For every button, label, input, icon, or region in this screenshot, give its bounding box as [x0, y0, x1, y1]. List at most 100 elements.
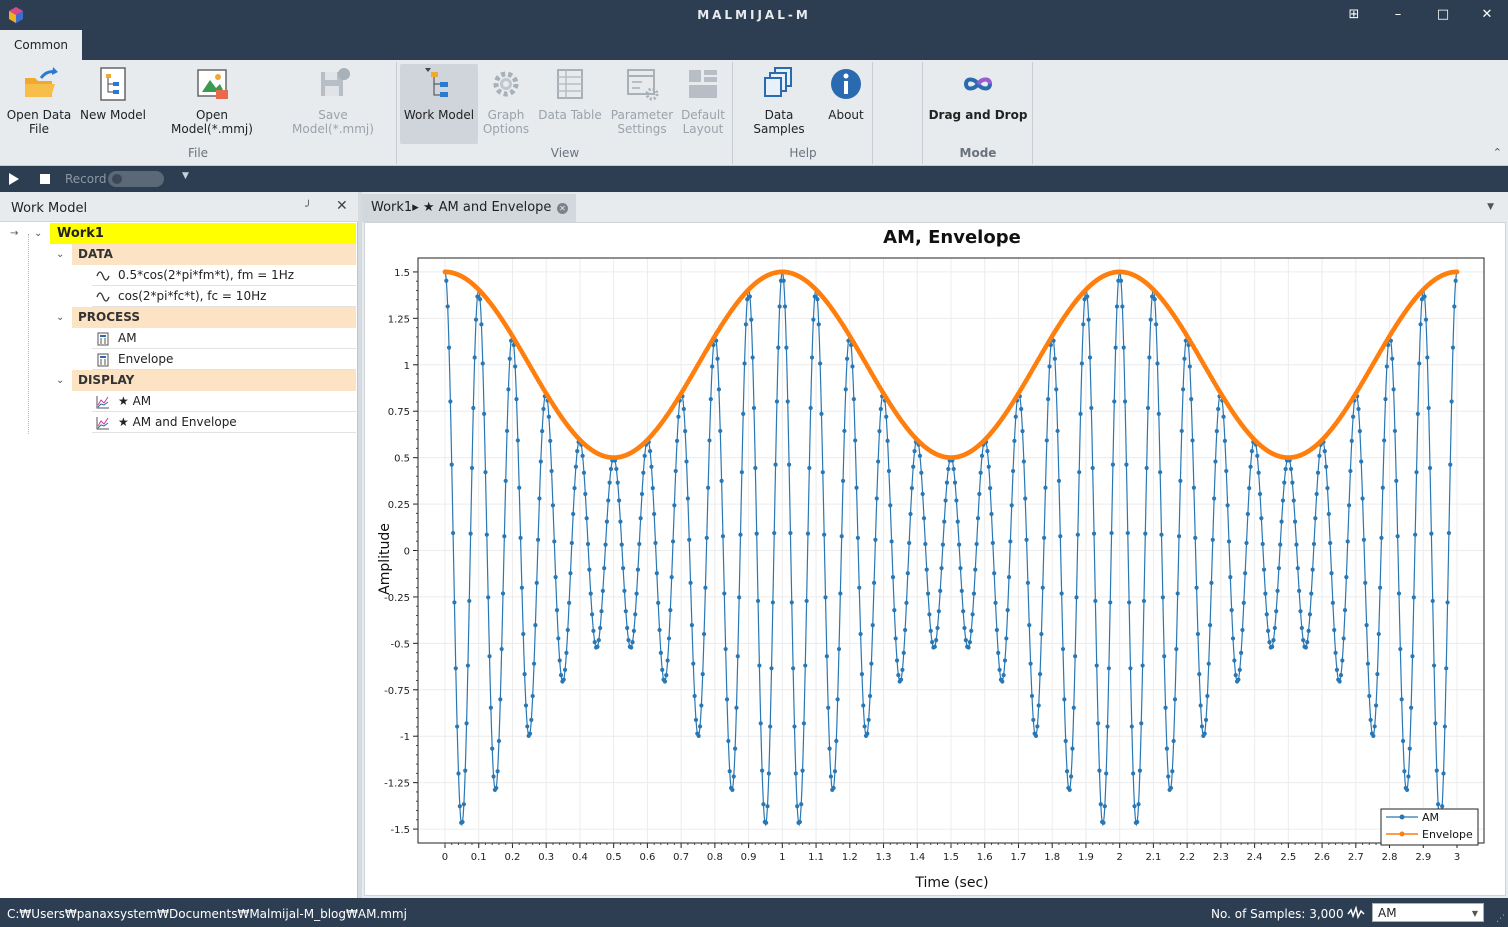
parameter-settings-label-1: Parameter [610, 108, 674, 122]
tab-common[interactable]: Common [0, 30, 82, 60]
am-point [596, 638, 601, 643]
chart-panel: AM, Envelope 1.5 1.25 1 0.75 0.5 0.25 0 -0.25 -0… [364, 222, 1506, 896]
graph-options-button[interactable]: Graph Options [478, 64, 534, 144]
open-model-button[interactable]: Open Model(*.mmj) [154, 64, 270, 144]
am-point [831, 785, 836, 791]
am-point [1422, 294, 1427, 299]
chevron-down-icon[interactable]: ▼ [182, 171, 189, 181]
tree-item-process[interactable]: AM [92, 328, 356, 349]
am-point [550, 503, 556, 508]
close-icon[interactable]: ✕ [336, 198, 348, 214]
tree-group-process[interactable]: PROCESS [72, 307, 356, 328]
graph-options-label-1: Graph [487, 108, 525, 122]
chevron-down-icon[interactable]: ⌄ [56, 249, 65, 260]
am-point [1172, 697, 1178, 702]
am-point [988, 486, 993, 491]
am-point [1216, 406, 1221, 412]
am-point [971, 591, 977, 596]
am-point [1334, 667, 1340, 672]
am-point [1140, 663, 1145, 668]
chevron-down-icon[interactable]: ⌄ [34, 228, 43, 239]
record-toggle[interactable] [108, 171, 164, 187]
display-select[interactable]: AM ▼ [1372, 903, 1484, 922]
envelope-point [1454, 269, 1460, 275]
close-icon[interactable]: ✕ [1481, 7, 1493, 22]
am-point [936, 609, 941, 614]
collapse-ribbon-icon[interactable]: ⌃ [1492, 146, 1502, 159]
chevron-down-icon[interactable]: ▼ [1487, 202, 1494, 212]
am-point [893, 636, 898, 641]
am-point [1255, 453, 1260, 459]
tree-group-display[interactable]: DISPLAY [72, 370, 356, 391]
am-point [751, 405, 757, 411]
default-layout-button[interactable]: Default Layout [678, 64, 728, 144]
am-point [774, 399, 780, 404]
am-point [1299, 625, 1304, 631]
am-point [569, 540, 574, 546]
am-point [734, 705, 739, 710]
resize-grip-icon[interactable]: ⋰ [1496, 914, 1505, 924]
am-point [603, 542, 608, 547]
status-bar: C:₩Users₩panaxsystem₩Documents₩Malmijal-… [0, 898, 1508, 927]
new-model-button[interactable]: New Model [78, 64, 148, 144]
play-icon[interactable] [9, 173, 19, 185]
am-point [996, 650, 1001, 655]
data-samples-button[interactable]: Data Samples [738, 64, 820, 144]
am-point [1175, 591, 1180, 596]
am-point [782, 304, 788, 309]
am-point [503, 478, 508, 483]
parameter-settings-button[interactable]: Parameter Settings [608, 64, 676, 144]
am-point [885, 438, 890, 443]
am-point [818, 361, 823, 366]
am-point [724, 697, 730, 702]
am-point [722, 591, 727, 596]
tree-item-label: ★ AM and Envelope [118, 415, 237, 429]
am-point [665, 658, 670, 663]
tree-group-data[interactable]: DATA [72, 244, 356, 265]
about-button[interactable]: About [824, 64, 868, 144]
maximize-icon[interactable]: □ [1436, 7, 1450, 22]
chevron-down-icon[interactable]: ⌄ [56, 312, 65, 323]
close-icon[interactable]: ✕ [557, 203, 568, 214]
chart-legend: AM Envelope [1380, 808, 1479, 846]
open-data-file-button[interactable]: Open Data File [4, 64, 74, 144]
am-point [1276, 566, 1281, 571]
tree-item-display[interactable]: ★ AM and Envelope [92, 412, 356, 433]
am-point [1008, 539, 1013, 544]
chart-icon [96, 417, 109, 430]
am-point [1005, 607, 1010, 613]
tree-root-work1[interactable]: Work1 [50, 223, 356, 244]
am-point [1256, 470, 1261, 475]
data-samples-label: Data Samples [753, 108, 805, 136]
am-point [1044, 438, 1049, 443]
am-point [765, 804, 770, 809]
document-tab[interactable]: Work1▸ ★ AM and Envelope ✕ [362, 194, 576, 222]
am-point [819, 411, 824, 416]
am-point [900, 667, 905, 672]
pin-icon[interactable]: ╯ [305, 200, 312, 213]
am-point [575, 449, 580, 454]
am-point [1430, 598, 1435, 604]
am-point [755, 598, 761, 604]
am-point [1263, 591, 1268, 596]
am-point [599, 609, 604, 614]
work-model-button[interactable]: Work Model [400, 64, 478, 144]
am-point [635, 567, 641, 572]
am-point [615, 480, 620, 485]
am-point [1406, 774, 1411, 779]
tree-item-data[interactable]: 0.5*cos(2*pi*fm*t), fm = 1Hz [92, 265, 356, 286]
minimize-icon[interactable]: – [1394, 7, 1402, 22]
drag-and-drop-button[interactable]: Drag and Drop [928, 64, 1028, 144]
restore-icon[interactable]: ⊞ [1348, 7, 1360, 22]
am-point [1453, 278, 1458, 283]
chevron-down-icon[interactable]: ⌄ [56, 375, 65, 386]
am-point [625, 625, 630, 631]
tree-item-process[interactable]: Envelope [92, 349, 356, 370]
am-point [749, 317, 754, 322]
data-table-button[interactable]: Data Table [538, 64, 602, 144]
stop-icon[interactable] [40, 174, 50, 184]
tree-item-data[interactable]: cos(2*pi*fc*t), fc = 10Hz [92, 286, 356, 307]
tree-item-display[interactable]: ★ AM [92, 391, 356, 412]
am-point [664, 672, 669, 678]
save-model-button[interactable]: Save Model(*.mmj) [276, 64, 390, 144]
